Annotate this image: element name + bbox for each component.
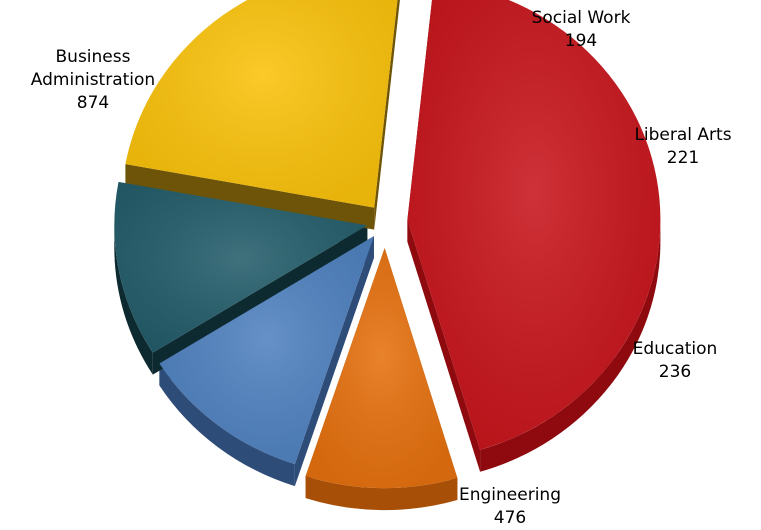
pie-slice-wall [407,219,481,472]
slice-value: 194 [565,31,597,51]
slice-value: 476 [494,508,526,528]
pie-slice-side [305,476,458,511]
slice-name: Administration [31,70,155,90]
slice-value: 236 [659,362,691,382]
slice-name: Liberal Arts [634,125,731,145]
slice-name: Engineering [459,485,561,505]
pie-tops [114,0,661,489]
pie-slice-shade [125,0,398,208]
pie-slice-wall [294,236,374,487]
slice-value: 874 [77,93,109,113]
slice-name: Social Work [532,8,631,28]
slice-name: Education [633,339,718,359]
slice-label: Liberal Arts 221 [634,125,731,168]
slice-name: Business [56,47,131,67]
pie-slice-wall [374,0,400,230]
pie-slice-shade [159,236,374,465]
slice-value: 221 [667,148,699,168]
pie-slice-side [114,225,153,375]
pie-slice-shade [114,181,368,353]
slice-label: Social Work 194 [532,8,631,51]
pie-slice-shade [305,248,458,489]
pie-slice-side [159,363,295,487]
pie-slice-side [480,219,661,472]
slice-label: Business Administration 874 [31,47,155,113]
pie-labels: Business Administration 874 Social Work 194 L… [31,8,732,528]
pie-slice-wall [125,164,375,230]
pie-slice-shade [407,0,661,450]
slice-label: Engineering 476 [459,485,561,528]
slice-label: Education 236 [633,339,718,382]
